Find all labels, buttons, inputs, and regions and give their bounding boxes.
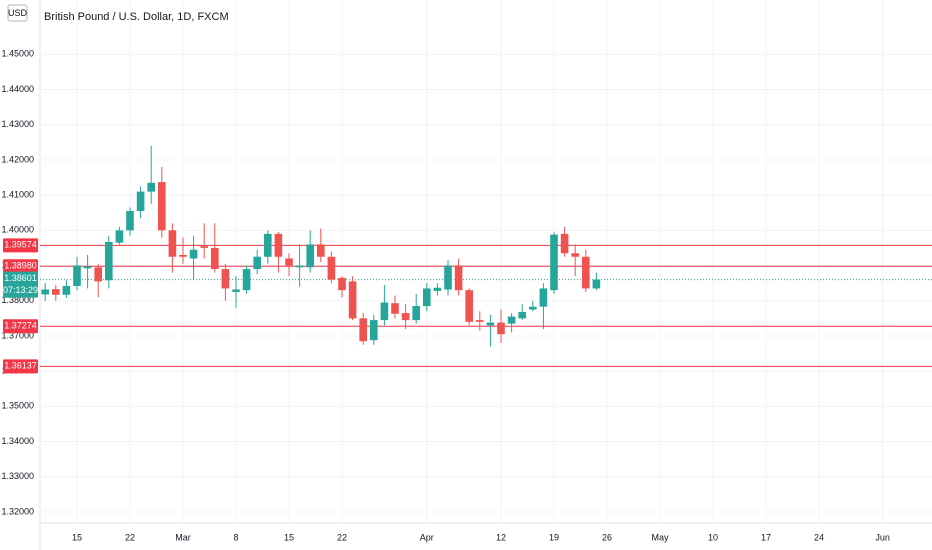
- y-tick-label: 1.34000: [1, 436, 34, 446]
- level-label: 1.36137: [4, 361, 37, 371]
- last-price-box: [3, 271, 38, 298]
- currency-label: USD: [8, 8, 28, 18]
- candle-body: [550, 234, 558, 291]
- x-tick-label: 12: [496, 532, 506, 542]
- candle-body: [327, 256, 336, 280]
- candle-body: [306, 244, 314, 268]
- candle-body: [391, 303, 399, 314]
- candle-body: [348, 281, 357, 319]
- candle-body: [52, 289, 60, 295]
- x-tick-label: 15: [72, 532, 82, 542]
- x-tick-label: 19: [549, 532, 559, 542]
- x-tick-label: Jun: [875, 532, 890, 542]
- candle-body: [433, 287, 442, 291]
- candle-body: [507, 316, 516, 324]
- chart-title: British Pound / U.S. Dollar, 1D, FXCM: [44, 11, 229, 23]
- candle-body: [560, 233, 569, 254]
- currency-box: [7, 4, 28, 22]
- candle-body: [359, 318, 367, 342]
- candle-body: [264, 233, 272, 257]
- x-tick-label: Apr: [420, 532, 434, 542]
- candle-body: [232, 289, 240, 292]
- x-tick-label: 8: [233, 532, 238, 542]
- candle-body: [582, 256, 590, 289]
- y-tick-label: 1.45000: [1, 49, 34, 59]
- y-tick-label: 1.43000: [1, 119, 34, 129]
- candle-body: [486, 322, 495, 326]
- candle-body: [147, 182, 155, 192]
- candle-body: [189, 249, 198, 259]
- candle-body: [295, 265, 304, 268]
- candle-body: [370, 320, 378, 341]
- x-tick-label: Mar: [175, 532, 191, 542]
- x-tick-label: 10: [708, 532, 718, 542]
- countdown-label: 07:13:29: [3, 285, 38, 295]
- candle-body: [518, 312, 526, 319]
- candle-body: [497, 322, 505, 335]
- candle-body: [41, 289, 49, 295]
- y-tick-label: 1.40000: [1, 225, 34, 235]
- candle-body: [83, 266, 92, 269]
- level-label-box: [3, 238, 38, 253]
- candle-body: [94, 267, 102, 282]
- level-label: 1.37274: [4, 321, 37, 331]
- candle-body: [444, 265, 452, 290]
- candle-body: [105, 241, 113, 281]
- candle-body: [529, 306, 537, 310]
- level-label-box: [3, 319, 38, 334]
- y-tick-label: 1.32000: [1, 506, 34, 516]
- y-tick-label: 1.42000: [1, 154, 34, 164]
- candle-body: [338, 277, 346, 291]
- candle-body: [115, 230, 124, 243]
- y-tick-label: 1.33000: [1, 471, 34, 481]
- candle-body: [465, 290, 473, 322]
- candle-body: [168, 230, 177, 257]
- candle-body: [242, 269, 251, 291]
- candle-body: [73, 265, 81, 286]
- candle-body: [476, 320, 484, 322]
- candle-body: [200, 246, 208, 248]
- x-tick-label: 17: [761, 532, 771, 542]
- candle-body: [380, 302, 389, 321]
- candle-body: [158, 182, 166, 231]
- x-tick-label: 24: [814, 532, 824, 542]
- level-label-box: [3, 359, 38, 374]
- candle-body: [454, 265, 463, 291]
- candle-body: [274, 233, 283, 257]
- candle-body: [401, 313, 410, 321]
- candle-body: [211, 247, 219, 270]
- level-label: 1.39574: [4, 240, 37, 250]
- last-price-label: 1.38601: [4, 273, 37, 283]
- x-tick-label: May: [651, 532, 669, 542]
- candle-body: [539, 288, 548, 307]
- candle-body: [62, 285, 71, 295]
- candle-body: [571, 253, 579, 257]
- candle-body: [136, 191, 145, 211]
- candle-body: [179, 254, 187, 257]
- candle-body: [317, 244, 325, 257]
- candle-body: [285, 258, 293, 266]
- x-tick-label: 22: [337, 532, 347, 542]
- x-tick-label: 22: [125, 532, 135, 542]
- candle-body: [412, 306, 420, 321]
- x-tick-label: 15: [284, 532, 294, 542]
- y-tick-label: 1.41000: [1, 190, 34, 200]
- y-tick-label: 1.37000: [1, 330, 34, 340]
- level-label: 1.38980: [4, 261, 37, 271]
- x-tick-label: 26: [602, 532, 612, 542]
- y-tick-label: 1.35000: [1, 401, 34, 411]
- candle-body: [221, 269, 230, 289]
- candle-body: [592, 279, 601, 289]
- candle-body: [423, 288, 431, 307]
- y-tick-label: 1.44000: [1, 84, 34, 94]
- level-label-box: [3, 259, 38, 274]
- candle-body: [253, 256, 261, 270]
- candle-body: [126, 210, 134, 231]
- y-tick-label: 1.38000: [1, 295, 34, 305]
